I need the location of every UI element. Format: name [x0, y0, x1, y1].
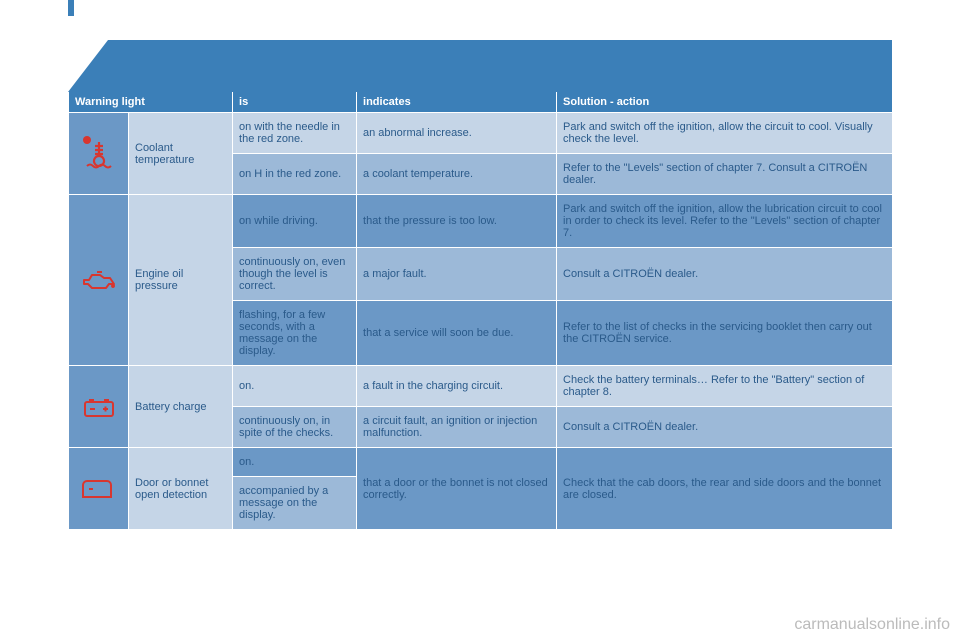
cell-is: on.: [233, 448, 357, 477]
cell-sol: Park and switch off the ignition, allow …: [557, 195, 893, 248]
battery-label: Battery charge: [129, 366, 233, 448]
th-solution: Solution - action: [557, 92, 893, 113]
table-row: Door or bonnet open detection on. that a…: [69, 448, 893, 477]
cell-ind: that a service will soon be due.: [357, 301, 557, 366]
cell-ind: an abnormal increase.: [357, 113, 557, 154]
cell-is: on.: [233, 366, 357, 407]
oil-label: Engine oil pressure: [129, 195, 233, 366]
cell-sol: Park and switch off the ignition, allow …: [557, 113, 893, 154]
table-row: Coolant temperature on with the needle i…: [69, 113, 893, 154]
cell-ind: a coolant temperature.: [357, 154, 557, 195]
cell-is: continuously on, in spite of the checks.: [233, 407, 357, 448]
cell-ind: a fault in the charging circuit.: [357, 366, 557, 407]
watermark: carmanualsonline.info: [794, 616, 950, 634]
cell-is: on with the needle in the red zone.: [233, 113, 357, 154]
door-open-icon: [69, 448, 129, 530]
cell-ind: that the pressure is too low.: [357, 195, 557, 248]
cell-is: on H in the red zone.: [233, 154, 357, 195]
table-header-row: Warning light is indicates Solution - ac…: [69, 92, 893, 113]
cell-sol: Check the battery terminals… Refer to th…: [557, 366, 893, 407]
cell-sol: Consult a CITROËN dealer.: [557, 248, 893, 301]
content-wrapper: Warning light is indicates Solution - ac…: [68, 40, 892, 530]
cell-ind: a circuit fault, an ignition or injectio…: [357, 407, 557, 448]
table-row: Engine oil pressure on while driving. th…: [69, 195, 893, 248]
th-indicates: indicates: [357, 92, 557, 113]
oil-pressure-icon: [69, 195, 129, 366]
cell-is: on while driving.: [233, 195, 357, 248]
warning-lights-table: Warning light is indicates Solution - ac…: [68, 92, 893, 530]
coolant-label: Coolant temperature: [129, 113, 233, 195]
coolant-temp-icon: [69, 113, 129, 195]
battery-charge-icon: [69, 366, 129, 448]
th-warning-light: Warning light: [69, 92, 233, 113]
page-corner-mark: [68, 0, 74, 16]
cell-ind: a major fault.: [357, 248, 557, 301]
table-row: Battery charge on. a fault in the chargi…: [69, 366, 893, 407]
cell-sol: Check that the cab doors, the rear and s…: [557, 448, 893, 530]
door-label: Door or bonnet open detection: [129, 448, 233, 530]
cell-sol: Consult a CITROËN dealer.: [557, 407, 893, 448]
banner: [68, 40, 892, 92]
th-is: is: [233, 92, 357, 113]
cell-is: continuously on, even though the level i…: [233, 248, 357, 301]
cell-sol: Refer to the "Levels" section of chapter…: [557, 154, 893, 195]
cell-is: flashing, for a few seconds, with a mess…: [233, 301, 357, 366]
cell-ind: that a door or the bonnet is not closed …: [357, 448, 557, 530]
cell-is: accompanied by a message on the display.: [233, 477, 357, 530]
cell-sol: Refer to the list of checks in the servi…: [557, 301, 893, 366]
